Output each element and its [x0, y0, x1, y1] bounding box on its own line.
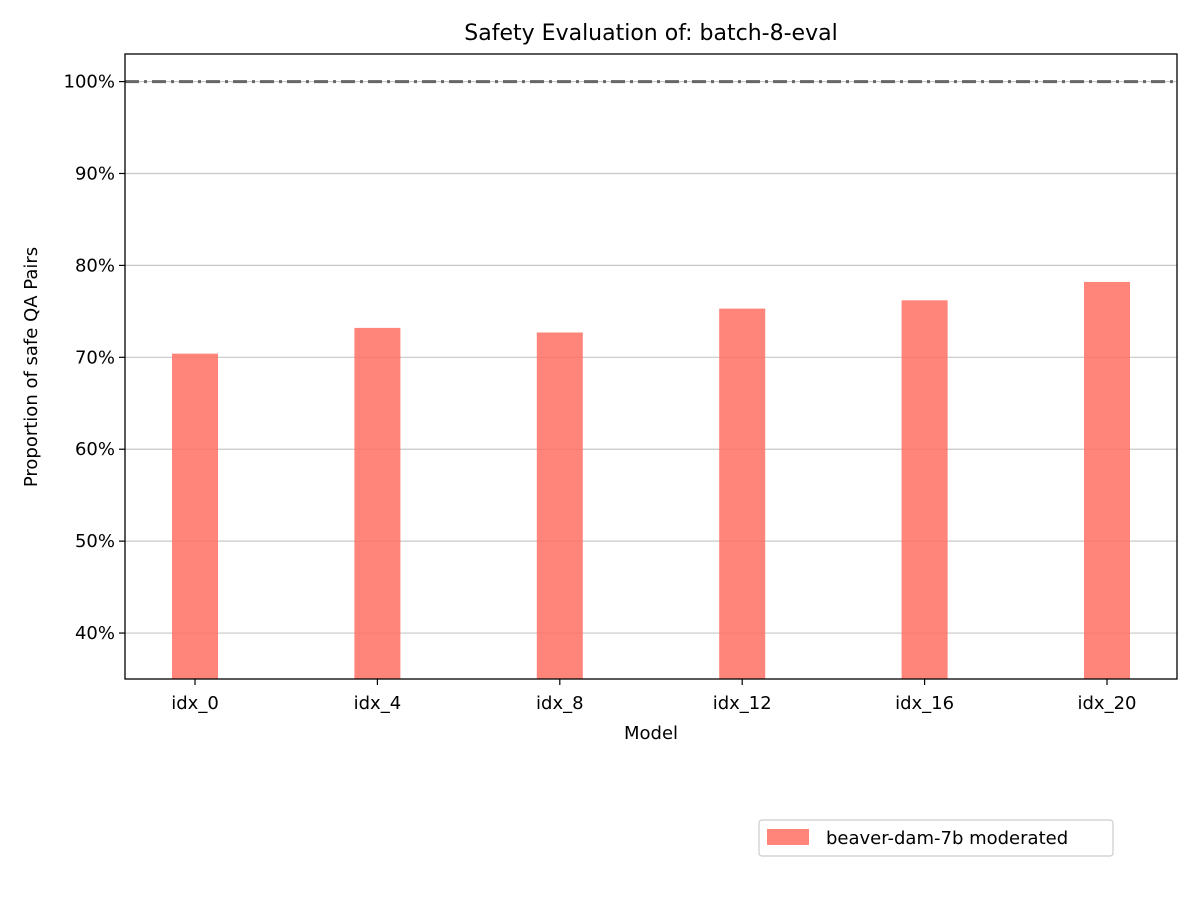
y-tick-label: 100% — [64, 72, 115, 93]
bar-idx_0 — [172, 353, 218, 679]
legend-box — [758, 819, 1114, 857]
bar-idx_16 — [901, 300, 948, 679]
legend-swatch — [767, 829, 809, 845]
bar-idx_12 — [719, 308, 766, 679]
legend-label: beaver-dam-7b moderated — [826, 828, 1068, 849]
chart-title: Safety Evaluation of: batch-8-eval — [464, 21, 837, 46]
x-tick-label: idx_16 — [895, 693, 954, 714]
y-axis-label: Proportion of safe QA Pairs — [21, 247, 42, 487]
y-tick-label: 40% — [75, 623, 115, 644]
x-axis: idx_0 idx_4 idx_8 idx_12 idx_16 idx_20 — [171, 679, 1136, 714]
y-tick-label: 70% — [75, 347, 115, 368]
x-axis-label: Model — [624, 723, 678, 744]
bars — [172, 281, 1130, 679]
y-tick-label: 90% — [75, 163, 115, 184]
plot-frame — [124, 53, 1178, 680]
bar-idx_8 — [536, 332, 583, 679]
legend: beaver-dam-7b moderated — [758, 819, 1114, 857]
bar-idx_20 — [1084, 281, 1130, 679]
y-tick-label: 60% — [75, 439, 115, 460]
y-axis: 40% 50% 60% 70% 80% 90% 100% — [64, 72, 125, 644]
x-tick-label: idx_12 — [713, 693, 772, 714]
x-tick-label: idx_8 — [536, 693, 584, 714]
bar-idx_4 — [354, 327, 401, 679]
y-tick-label: 80% — [75, 255, 115, 276]
x-tick-label: idx_0 — [171, 693, 219, 714]
x-tick-label: idx_4 — [354, 693, 402, 714]
y-tick-label: 50% — [75, 531, 115, 552]
x-tick-label: idx_20 — [1078, 693, 1137, 714]
